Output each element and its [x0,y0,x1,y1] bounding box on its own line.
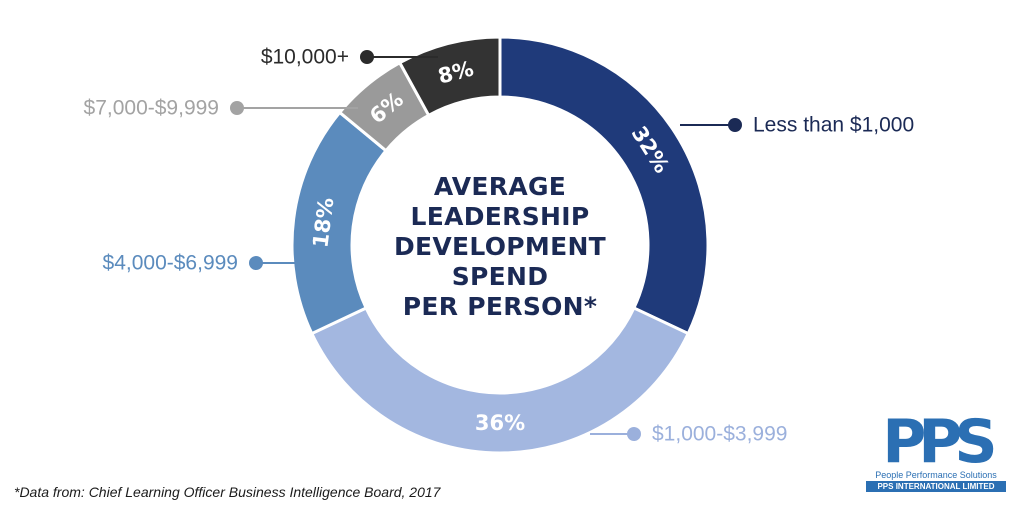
legend-dot [249,256,263,270]
source-footnote: *Data from: Chief Learning Officer Busin… [14,484,441,500]
chart-title-line: PER PERSON* [402,292,598,321]
category-label: $1,000-$3,999 [652,423,787,446]
category-label: $7,000-$9,999 [84,97,219,120]
chart-title-line: AVERAGE [433,172,567,201]
pps-logo-tagline: People Performance Solutions [875,470,997,480]
category-label: $4,000-$6,999 [103,252,238,275]
legend-dot [627,427,641,441]
donut-slice [290,110,389,336]
chart-title-line: DEVELOPMENT [393,232,607,261]
category-labels: Less than $1,000 $1,000-$3,999 $4,000-$6,9… [84,46,915,446]
legend-dot [728,118,742,132]
donut-slice [498,35,710,336]
slice-value-label: 36% [475,411,525,435]
chart-title-line: LEADERSHIP [410,202,590,231]
pps-logo-mark: PPS [882,407,997,477]
pps-logo-company: PPS INTERNATIONAL LIMITED [866,481,1006,492]
category-label: Less than $1,000 [753,114,914,137]
donut-slice [309,306,691,455]
chart-title-line: SPEND [451,262,549,291]
pps-logo: PPS People Performance Solutions PPS INT… [866,407,1006,494]
category-label: $10,000+ [261,46,349,69]
legend-dot [230,101,244,115]
chart-title: AVERAGE LEADERSHIP DEVELOPMENT SPEND PER… [380,172,620,322]
legend-dot [360,50,374,64]
